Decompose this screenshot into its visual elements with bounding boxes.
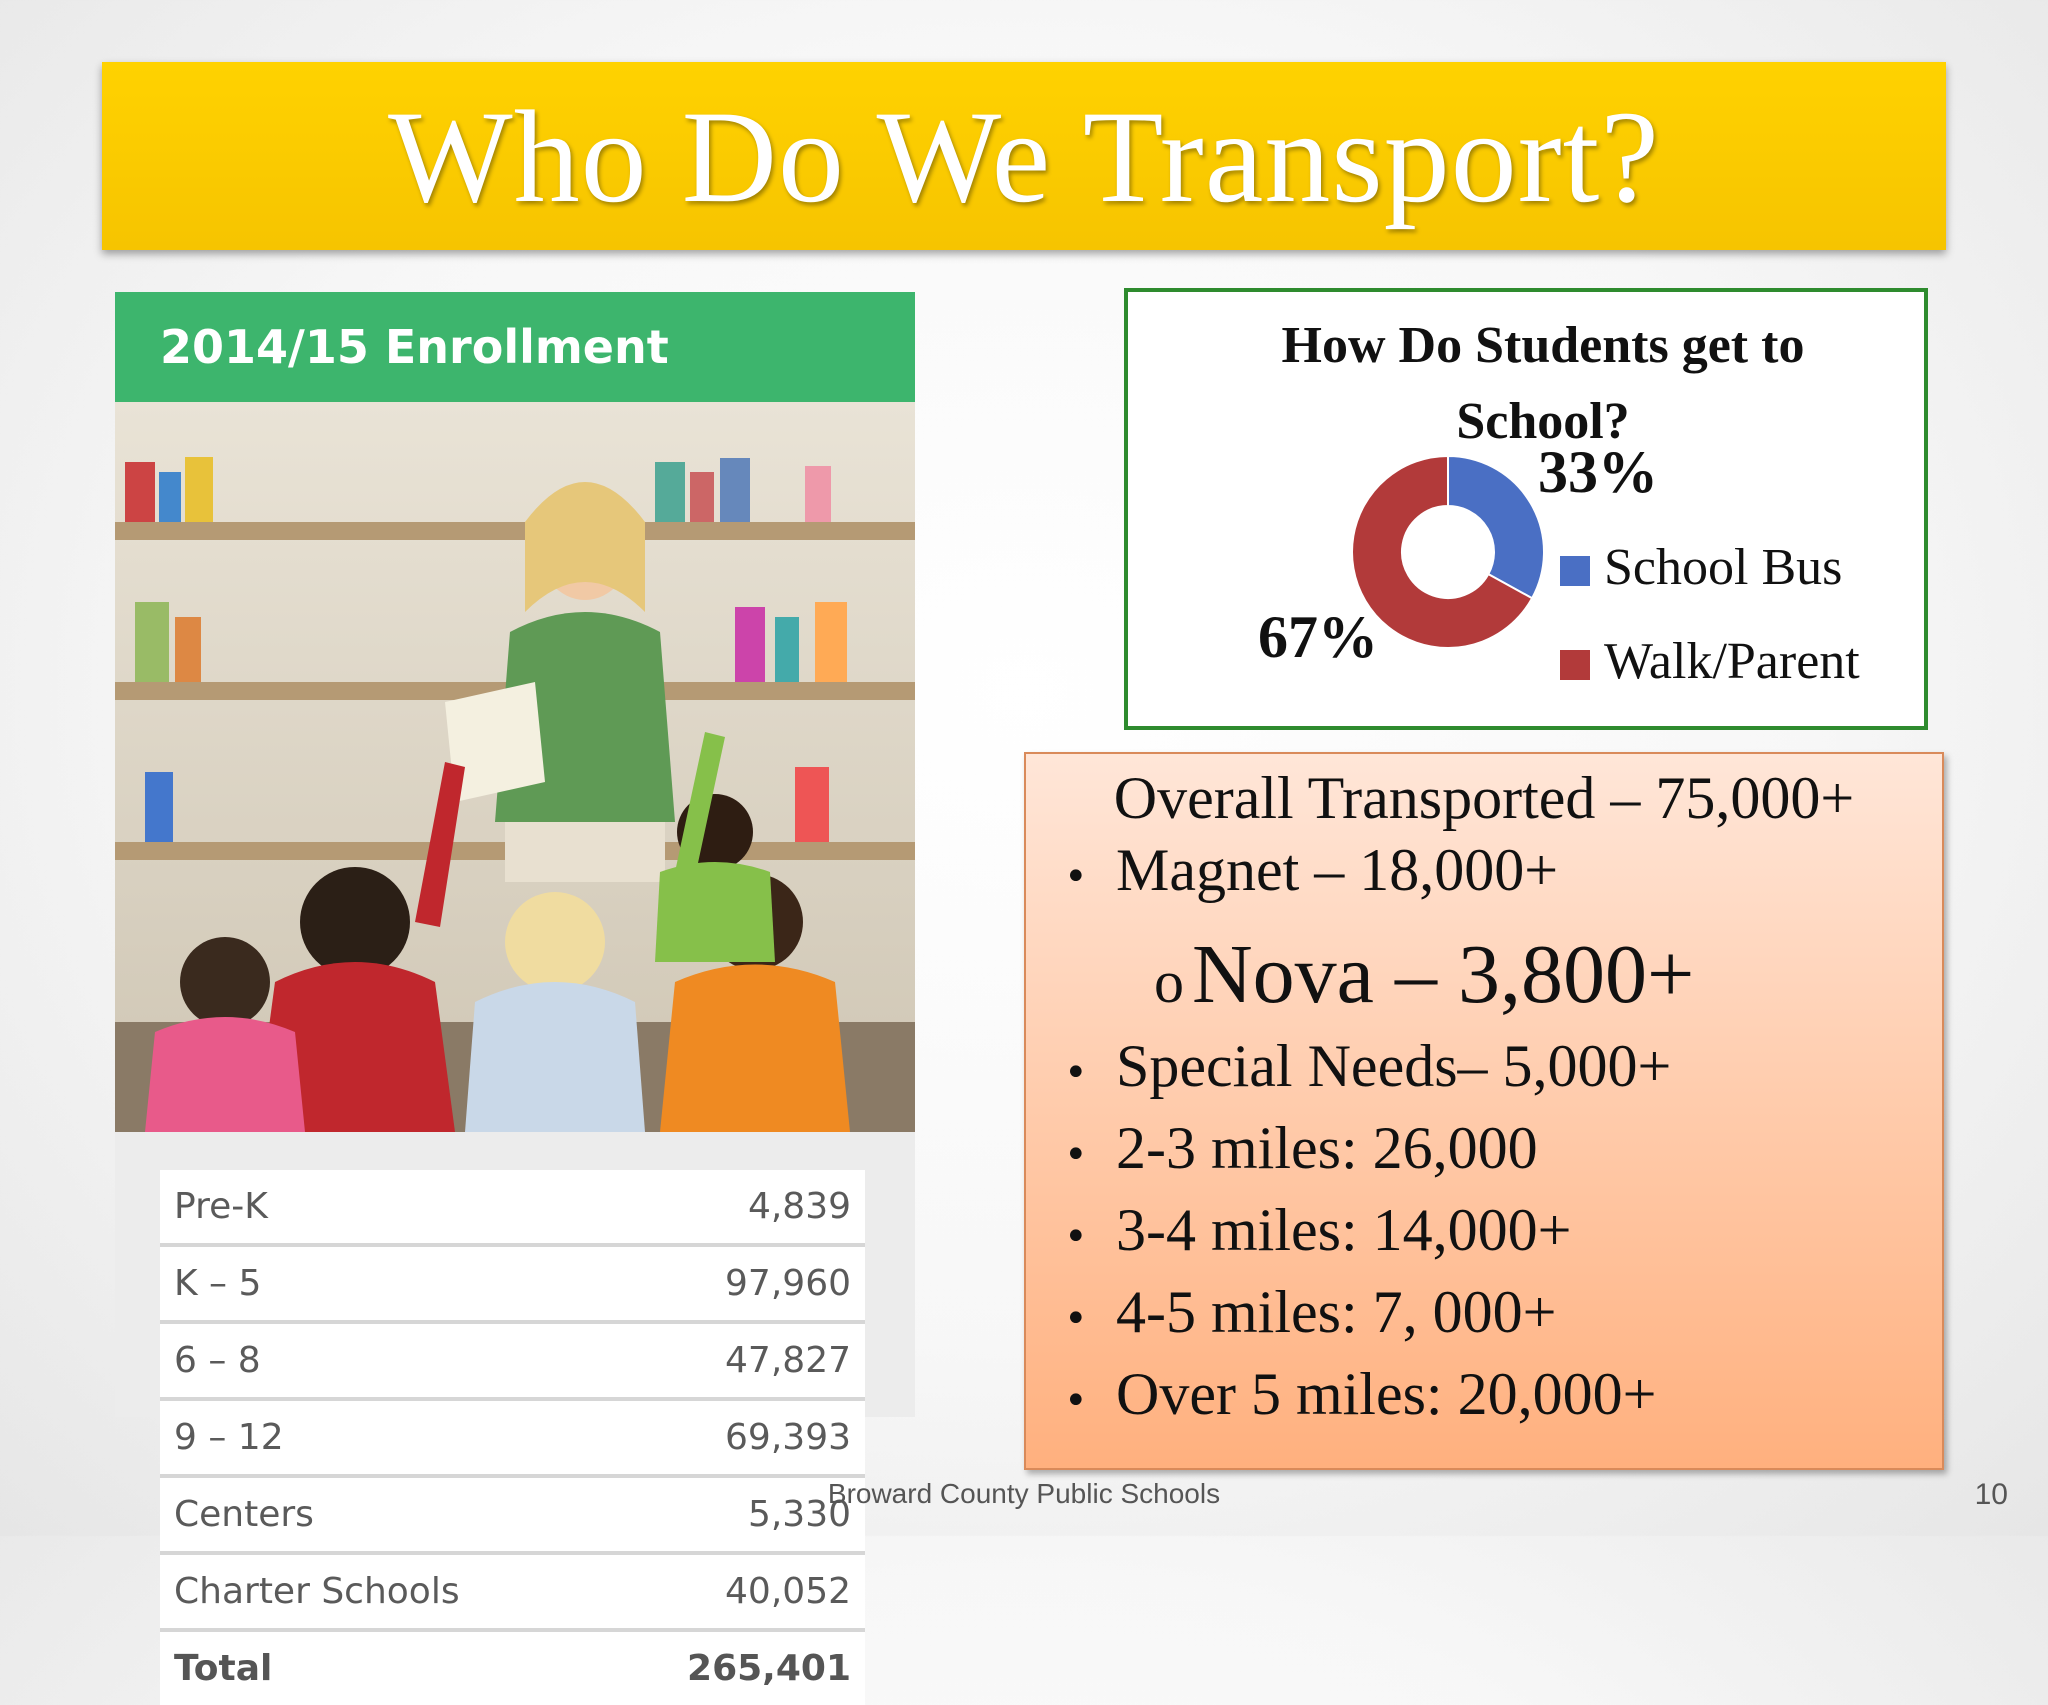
legend-swatch-1 bbox=[1560, 556, 1590, 586]
list-item: • 4-5 miles: 7, 000+ bbox=[1064, 1278, 1557, 1347]
data-label-1: 33% bbox=[1538, 439, 1658, 505]
list-item: • Over 5 miles: 20,000+ bbox=[1064, 1360, 1657, 1429]
list-item: • Special Needs– 5,000+ bbox=[1064, 1032, 1672, 1101]
data-label-2: 67% bbox=[1258, 604, 1378, 670]
title-banner: Who Do We Transport? bbox=[102, 62, 1946, 250]
transport-mode-chart: How Do Students get to School? 33% 67% Sch… bbox=[1124, 288, 1928, 730]
bullet-icon: • bbox=[1064, 1050, 1088, 1096]
row-label: 6 – 8 bbox=[160, 1322, 598, 1401]
row-label: Charter Schools bbox=[160, 1553, 598, 1632]
chart-title: How Do Students get to School? bbox=[1281, 317, 1805, 450]
list-item: • 2-3 miles: 26,000 bbox=[1064, 1114, 1538, 1183]
sub-list-item-text: Nova – 3,800+ bbox=[1192, 928, 1695, 1021]
sub-list-item: oNova – 3,800+ bbox=[1154, 926, 1694, 1023]
classroom-photo bbox=[115, 402, 915, 1132]
list-item: • Magnet – 18,000+ bbox=[1064, 836, 1559, 905]
transport-list: • Magnet – 18,000+ oNova – 3,800+ • Spec… bbox=[1026, 754, 1942, 1468]
enrollment-header: 2014/15 Enrollment bbox=[115, 292, 915, 402]
table-row: Charter Schools 40,052 bbox=[160, 1553, 865, 1632]
list-item-text: Magnet – 18,000+ bbox=[1116, 837, 1559, 903]
bullet-icon: • bbox=[1064, 854, 1088, 900]
list-item-text: Special Needs– 5,000+ bbox=[1116, 1033, 1672, 1099]
overall-transported: Overall Transported – 75,000+ bbox=[1113, 765, 1855, 831]
transported-summary: Overall Transported – 75,000+ • Magnet –… bbox=[1024, 752, 1944, 1470]
table-row: 6 – 8 47,827 bbox=[160, 1322, 865, 1401]
row-label: 9 – 12 bbox=[160, 1399, 598, 1478]
row-value: 69,393 bbox=[597, 1399, 865, 1478]
legend-label-1: School Bus bbox=[1604, 539, 1842, 596]
enrollment-table: Pre-K 4,839 K – 5 97,960 6 – 8 47,827 9 … bbox=[160, 1170, 865, 1705]
slide-title: Who Do We Transport? bbox=[388, 82, 1660, 230]
list-item-text: Over 5 miles: 20,000+ bbox=[1116, 1361, 1657, 1427]
table-row-total: Total 265,401 bbox=[160, 1630, 865, 1705]
row-value: 97,960 bbox=[597, 1245, 865, 1324]
list-item: • 3-4 miles: 14,000+ bbox=[1064, 1196, 1572, 1265]
row-value: 40,052 bbox=[597, 1553, 865, 1632]
legend-label-2: Walk/Parent bbox=[1604, 633, 1860, 690]
bullet-icon: • bbox=[1064, 1132, 1088, 1178]
table-row: K – 5 97,960 bbox=[160, 1245, 865, 1324]
row-label: Total bbox=[160, 1630, 598, 1705]
page-number: 10 bbox=[1974, 1478, 2008, 1511]
donut-chart: 33% 67% School Bus Walk/Parent bbox=[1258, 439, 1860, 690]
row-value: 47,827 bbox=[597, 1322, 865, 1401]
table-row: Pre-K 4,839 bbox=[160, 1170, 865, 1247]
bullet-icon: • bbox=[1064, 1296, 1088, 1342]
legend-swatch-2 bbox=[1560, 650, 1590, 680]
row-value: 4,839 bbox=[597, 1170, 865, 1247]
row-label: K – 5 bbox=[160, 1245, 598, 1324]
row-label: Pre-K bbox=[160, 1170, 598, 1247]
circle-bullet-icon: o bbox=[1154, 949, 1184, 1015]
list-item-text: 3-4 miles: 14,000+ bbox=[1116, 1197, 1572, 1263]
enrollment-header-label: 2014/15 Enrollment bbox=[160, 320, 669, 374]
bullet-icon: • bbox=[1064, 1378, 1088, 1424]
footer-text: Broward County Public Schools bbox=[827, 1478, 1221, 1509]
list-item-text: 2-3 miles: 26,000 bbox=[1116, 1115, 1538, 1181]
pie-slice-school-bus bbox=[1447, 454, 1545, 600]
bullet-icon: • bbox=[1064, 1214, 1088, 1260]
enrollment-panel: 2014/15 Enrollment bbox=[115, 292, 915, 1705]
pie-slice-walk-parent bbox=[1351, 454, 1534, 649]
row-value: 265,401 bbox=[597, 1630, 865, 1705]
list-item-text: 4-5 miles: 7, 000+ bbox=[1116, 1279, 1557, 1345]
table-row: 9 – 12 69,393 bbox=[160, 1399, 865, 1478]
